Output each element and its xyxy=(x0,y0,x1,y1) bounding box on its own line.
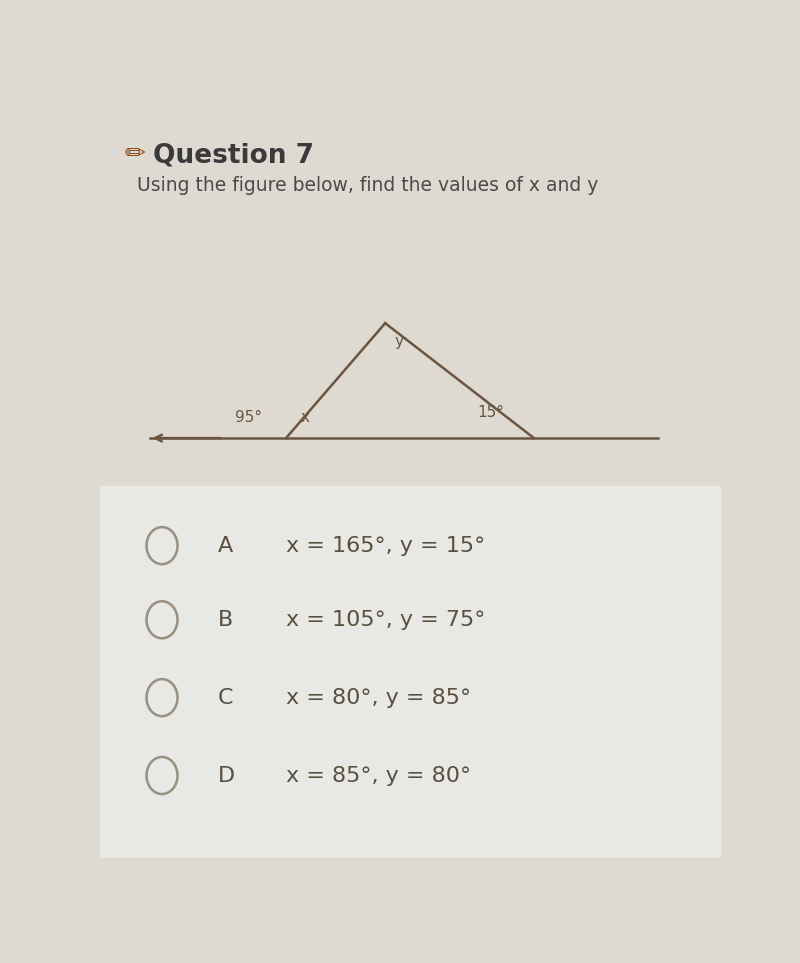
Text: 95°: 95° xyxy=(235,410,262,425)
Text: 15°: 15° xyxy=(477,404,504,420)
Text: x = 80°, y = 85°: x = 80°, y = 85° xyxy=(286,688,471,708)
Text: ✏: ✏ xyxy=(125,142,146,166)
Text: B: B xyxy=(218,610,233,630)
Text: x = 165°, y = 15°: x = 165°, y = 15° xyxy=(286,535,486,556)
Text: x = 105°, y = 75°: x = 105°, y = 75° xyxy=(286,610,486,630)
Text: x: x xyxy=(300,410,309,425)
Text: A: A xyxy=(218,535,233,556)
Text: C: C xyxy=(218,688,234,708)
Text: y: y xyxy=(394,334,403,350)
Text: x = 85°, y = 80°: x = 85°, y = 80° xyxy=(286,766,471,786)
Text: Using the figure below, find the values of x and y: Using the figure below, find the values … xyxy=(138,176,598,195)
Text: D: D xyxy=(218,766,235,786)
Text: Question 7: Question 7 xyxy=(153,143,314,169)
